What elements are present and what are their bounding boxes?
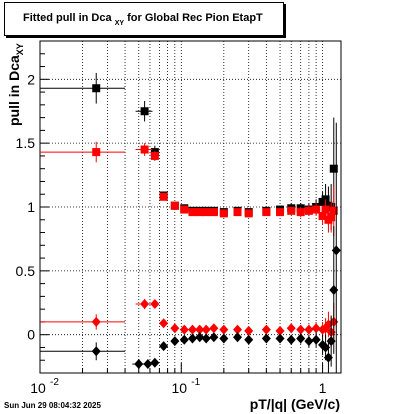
data-point-diamond bbox=[244, 325, 254, 336]
data-point-diamond bbox=[179, 334, 189, 345]
data-point-diamond bbox=[150, 357, 160, 368]
data-point-square bbox=[159, 192, 168, 201]
data-point-square bbox=[318, 211, 327, 220]
x-tick-label-1: 1 bbox=[319, 380, 327, 396]
data-point-square bbox=[92, 84, 101, 93]
data-layer bbox=[40, 72, 341, 373]
y-tick-label: 2 bbox=[27, 71, 35, 87]
data-point-square bbox=[329, 164, 338, 173]
x-tick-label-1e-2-exponent: -2 bbox=[50, 377, 59, 388]
data-point-diamond bbox=[286, 323, 296, 334]
data-point-diamond bbox=[311, 323, 321, 334]
data-point-diamond bbox=[195, 324, 205, 335]
data-point-diamond bbox=[179, 324, 189, 335]
y-tick-label: 1 bbox=[27, 199, 35, 215]
data-point-square bbox=[296, 208, 305, 217]
data-point-diamond bbox=[143, 359, 153, 370]
data-point-square bbox=[287, 206, 296, 215]
data-point-diamond bbox=[140, 299, 150, 310]
data-point-square bbox=[312, 205, 321, 214]
y-tick-label: 0 bbox=[27, 327, 35, 343]
data-point-diamond bbox=[134, 359, 144, 370]
data-point-square bbox=[304, 206, 313, 215]
data-point-diamond bbox=[311, 334, 321, 345]
chart-title: Fitted pull in Dca XY for Global Rec Pio… bbox=[23, 12, 263, 27]
data-point-diamond bbox=[244, 334, 254, 345]
data-point-diamond bbox=[261, 333, 271, 344]
data-point-diamond bbox=[296, 324, 306, 335]
data-point-diamond bbox=[209, 323, 219, 334]
data-point-diamond bbox=[150, 299, 160, 310]
x-tick-label-1e-1: 10 bbox=[172, 380, 188, 396]
data-point-diamond bbox=[91, 316, 101, 327]
data-point-diamond bbox=[159, 341, 169, 352]
x-tick-label-1e-1-exponent: -1 bbox=[191, 377, 200, 388]
data-point-square bbox=[244, 209, 253, 218]
data-point-square bbox=[188, 208, 197, 217]
data-point-square bbox=[233, 208, 242, 217]
data-point-diamond bbox=[195, 332, 205, 343]
data-point-diamond bbox=[219, 324, 229, 335]
data-point-square bbox=[262, 208, 271, 217]
data-point-square bbox=[321, 205, 330, 214]
data-point-square bbox=[327, 213, 336, 222]
data-point-square bbox=[92, 148, 101, 157]
data-point-diamond bbox=[233, 332, 243, 343]
data-point-diamond bbox=[91, 346, 101, 357]
data-point-square bbox=[329, 206, 338, 215]
data-point-diamond bbox=[275, 325, 285, 336]
data-point-diamond bbox=[170, 323, 180, 334]
y-tick-label: 1.5 bbox=[16, 135, 36, 151]
data-point-diamond bbox=[201, 333, 211, 344]
x-axis-label: pT/|q| (GeV/c) bbox=[249, 396, 340, 412]
title-prefix: Fitted pull in Dca bbox=[23, 12, 112, 24]
data-point-square bbox=[202, 208, 211, 217]
data-point-square bbox=[150, 151, 159, 160]
timestamp: Sun Jun 29 08:04:32 2025 bbox=[4, 401, 101, 410]
data-point-diamond bbox=[321, 342, 331, 353]
data-point-square bbox=[140, 145, 149, 154]
data-point-square bbox=[219, 209, 228, 218]
x-tick-label-1e-2: 10 bbox=[30, 380, 46, 396]
data-point-diamond bbox=[170, 336, 180, 347]
data-point-square bbox=[140, 107, 149, 116]
data-point-diamond bbox=[296, 333, 306, 344]
data-point-diamond bbox=[187, 324, 197, 335]
data-point-square bbox=[209, 208, 218, 217]
data-point-diamond bbox=[209, 332, 219, 343]
data-point-diamond bbox=[187, 333, 197, 344]
title-suffix: for Global Rec Pion EtapT bbox=[127, 12, 263, 24]
data-point-square bbox=[276, 208, 285, 217]
data-point-diamond bbox=[329, 285, 339, 295]
title-subscript: XY bbox=[114, 20, 125, 27]
data-point-diamond bbox=[159, 318, 169, 329]
data-point-diamond bbox=[219, 333, 229, 344]
data-point-diamond bbox=[261, 324, 271, 335]
data-point-diamond bbox=[304, 336, 314, 347]
data-point-diamond bbox=[233, 324, 243, 335]
data-point-square bbox=[170, 201, 179, 210]
data-point-diamond bbox=[201, 324, 211, 335]
data-point-diamond bbox=[286, 334, 296, 345]
title-box: Fitted pull in Dca XY for Global Rec Pio… bbox=[4, 2, 284, 36]
data-point-diamond bbox=[304, 324, 314, 335]
y-tick-label: 0.5 bbox=[16, 263, 36, 279]
data-point-diamond bbox=[275, 333, 285, 344]
data-point-diamond bbox=[331, 245, 341, 256]
data-point-square bbox=[180, 205, 189, 214]
data-point-square bbox=[195, 208, 204, 217]
